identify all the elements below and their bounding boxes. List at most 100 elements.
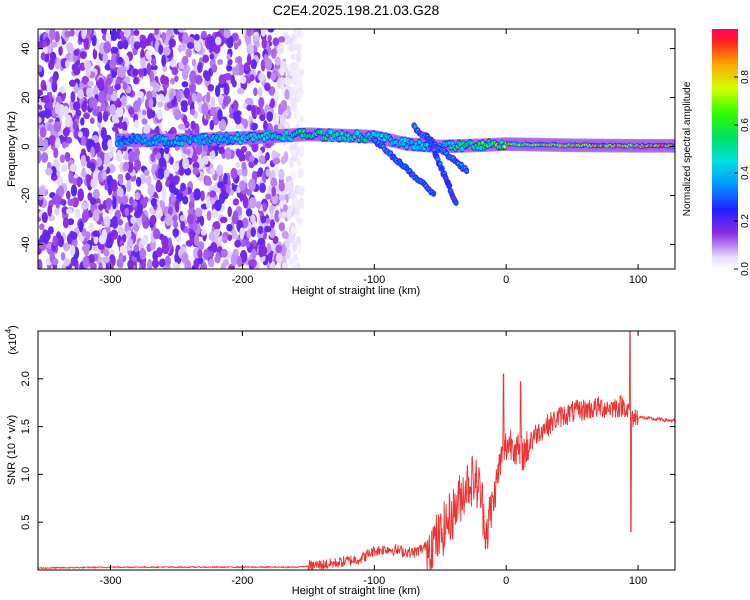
- noise-cell: [69, 231, 78, 240]
- noise-cell: [213, 220, 221, 231]
- noise-cell: [267, 34, 272, 42]
- noise-cell: [48, 134, 56, 144]
- noise-cell: [146, 62, 152, 76]
- noise-cell: [187, 208, 194, 216]
- noise-cell: [235, 161, 241, 169]
- noise-cell: [161, 31, 167, 41]
- noise-cell: [121, 95, 127, 107]
- noise-cell: [185, 48, 192, 58]
- x-tick-label: -100: [363, 575, 385, 587]
- noise-cell: [292, 260, 298, 269]
- noise-cell: [133, 244, 140, 253]
- noise-cell: [85, 155, 91, 163]
- noise-cell: [186, 41, 195, 50]
- noise-cell: [115, 100, 122, 108]
- noise-cell: [191, 58, 197, 67]
- noise-cell: [46, 81, 52, 93]
- noise-cell: [126, 180, 132, 193]
- ridge-core: [340, 131, 344, 136]
- noise-cell: [161, 54, 167, 67]
- noise-cell: [192, 161, 200, 170]
- noise-cell: [255, 201, 262, 209]
- noise-cell: [278, 36, 286, 43]
- noise-cell: [234, 239, 242, 248]
- noise-cell: [260, 245, 268, 257]
- noise-cell: [274, 167, 279, 174]
- noise-cell: [218, 146, 225, 155]
- noise-cell: [66, 190, 71, 200]
- noise-cell: [98, 90, 105, 104]
- branch-core: [438, 162, 442, 166]
- noise-cell: [107, 86, 114, 96]
- snr-x-label: Height of straight line (km): [292, 585, 420, 597]
- noise-cell: [98, 203, 104, 211]
- noise-cell: [275, 244, 283, 254]
- noise-cell: [86, 87, 94, 98]
- noise-cell: [70, 244, 76, 256]
- noise-cell: [160, 215, 165, 222]
- noise-cell: [265, 193, 272, 200]
- noise-cell: [226, 65, 233, 72]
- noise-cell: [256, 106, 261, 115]
- noise-cell: [180, 100, 188, 109]
- noise-cell: [193, 33, 200, 41]
- noise-cell: [76, 176, 82, 188]
- noise-cell: [73, 49, 80, 56]
- noise-cell: [205, 113, 211, 120]
- noise-cell: [81, 202, 89, 210]
- noise-cell: [92, 230, 100, 237]
- noise-cell: [240, 76, 247, 84]
- noise-cell: [79, 51, 87, 60]
- noise-cell: [219, 216, 228, 224]
- noise-cell: [249, 155, 255, 163]
- noise-cell: [77, 88, 84, 100]
- noise-cell: [70, 91, 76, 103]
- ridge-core: [224, 132, 229, 138]
- noise-cell: [223, 172, 228, 185]
- noise-cell: [290, 53, 296, 61]
- noise-cell: [158, 157, 167, 168]
- noise-cell: [169, 92, 175, 100]
- noise-cell: [92, 209, 100, 223]
- noise-cell: [52, 72, 58, 85]
- noise-cell: [72, 53, 78, 63]
- noise-cell: [204, 74, 211, 82]
- noise-cell: [192, 221, 198, 232]
- noise-cell: [195, 74, 203, 85]
- noise-cell: [264, 225, 272, 233]
- noise-cell: [228, 265, 235, 269]
- noise-cell: [267, 252, 273, 264]
- noise-cell: [217, 59, 224, 66]
- noise-cell: [272, 37, 280, 46]
- noise-cell: [129, 196, 134, 205]
- ridge-core: [379, 133, 384, 138]
- noise-cell: [276, 43, 284, 55]
- noise-cell: [58, 235, 64, 248]
- noise-cell: [230, 74, 235, 85]
- noise-cell: [92, 48, 98, 60]
- noise-cell: [199, 215, 205, 227]
- noise-cell: [251, 105, 256, 118]
- noise-cell: [269, 227, 276, 239]
- noise-cell: [102, 256, 110, 264]
- noise-cell: [174, 199, 180, 213]
- noise-cell: [96, 156, 102, 168]
- noise-cell: [270, 48, 277, 59]
- branch-core: [447, 183, 452, 188]
- noise-cell: [102, 163, 108, 171]
- noise-cell: [282, 204, 289, 214]
- spectrogram-y-ticks: -40 -20 0 20 40: [20, 42, 675, 252]
- noise-cell: [118, 252, 124, 264]
- noise-cell: [260, 215, 267, 224]
- noise-cell: [133, 76, 138, 85]
- x-tick-label: -300: [100, 274, 122, 286]
- noise-cell: [279, 66, 285, 76]
- noise-cell: [275, 253, 283, 263]
- noise-cell: [259, 182, 266, 193]
- noise-cell: [157, 167, 165, 180]
- noise-cell: [273, 91, 280, 102]
- noise-cell: [69, 163, 78, 173]
- noise-cell: [290, 149, 297, 157]
- noise-cell: [88, 253, 95, 264]
